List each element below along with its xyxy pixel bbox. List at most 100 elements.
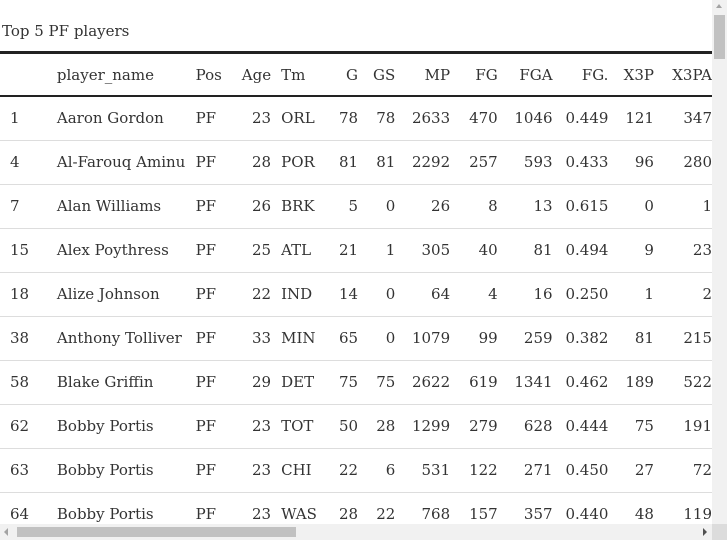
cell-pos: PF bbox=[195, 404, 237, 449]
horizontal-scroll-thumb[interactable] bbox=[17, 527, 296, 537]
cell-tm: WAS bbox=[271, 492, 317, 524]
cell-fg-pct: 0.450 bbox=[552, 448, 609, 493]
table-viewport[interactable]: Top 5 PF players player_name Pos Age Tm … bbox=[0, 0, 712, 524]
cell-g: 28 bbox=[313, 492, 359, 524]
scroll-right-arrow-icon[interactable] bbox=[703, 528, 707, 536]
col-header-index[interactable] bbox=[0, 54, 57, 97]
cell-x3p: 121 bbox=[608, 96, 654, 141]
cell-age: 23 bbox=[236, 96, 272, 141]
cell-index: 38 bbox=[0, 316, 57, 361]
cell-player-name: Aaron Gordon bbox=[56, 96, 196, 141]
cell-player-name: Alan Williams bbox=[56, 184, 196, 229]
cell-player-name: Alex Poythress bbox=[56, 228, 196, 273]
cell-fg: 122 bbox=[450, 448, 498, 493]
cell-fg: 99 bbox=[450, 316, 498, 361]
cell-mp: 64 bbox=[395, 272, 451, 317]
col-header-mp[interactable]: MP bbox=[395, 54, 451, 97]
cell-pos: PF bbox=[195, 316, 237, 361]
col-header-fg-pct[interactable]: FG. bbox=[552, 54, 609, 97]
cell-fg-pct: 0.615 bbox=[552, 184, 609, 229]
cell-age: 33 bbox=[236, 316, 272, 361]
cell-age: 22 bbox=[236, 272, 272, 317]
table-row: 7 Alan Williams PF 26 BRK 5 0 26 8 13 0.615 0 1 bbox=[0, 184, 712, 229]
cell-x3pa: 1 bbox=[653, 184, 712, 229]
header-row: player_name Pos Age Tm G GS MP FG FGA FG… bbox=[0, 54, 712, 97]
cell-gs: 75 bbox=[358, 360, 396, 405]
cell-tm: CHI bbox=[271, 448, 314, 493]
cell-tm: MIN bbox=[271, 316, 316, 361]
cell-tm: POR bbox=[271, 140, 315, 185]
col-header-fg[interactable]: FG bbox=[450, 54, 498, 97]
col-header-x3p[interactable]: X3P bbox=[608, 54, 654, 97]
vertical-scroll-thumb[interactable] bbox=[714, 15, 725, 59]
scroll-up-arrow-icon[interactable] bbox=[716, 4, 722, 8]
cell-fg-pct: 0.250 bbox=[552, 272, 609, 317]
cell-x3p: 48 bbox=[608, 492, 654, 524]
cell-gs: 81 bbox=[358, 140, 396, 185]
cell-x3p: 1 bbox=[608, 272, 654, 317]
cell-player-name: Bobby Portis bbox=[56, 448, 196, 493]
cell-x3p: 75 bbox=[608, 404, 654, 449]
cell-player-name: Blake Griffin bbox=[56, 360, 196, 405]
table-row: 1 Aaron Gordon PF 23 ORL 78 78 2633 470 1046 0.449… bbox=[0, 96, 712, 141]
cell-index: 58 bbox=[0, 360, 57, 405]
cell-x3p: 189 bbox=[608, 360, 654, 405]
col-header-player-name[interactable]: player_name bbox=[56, 54, 196, 97]
cell-fg-pct: 0.494 bbox=[552, 228, 609, 273]
players-table: player_name Pos Age Tm G GS MP FG FGA FG… bbox=[0, 54, 712, 524]
cell-fga: 271 bbox=[497, 448, 553, 493]
cell-g: 21 bbox=[313, 228, 359, 273]
col-header-tm[interactable]: Tm bbox=[271, 54, 314, 97]
col-header-x3pa[interactable]: X3PA bbox=[653, 54, 712, 97]
cell-index: 64 bbox=[0, 492, 57, 524]
horizontal-scrollbar[interactable] bbox=[0, 524, 712, 540]
cell-fga: 357 bbox=[497, 492, 553, 524]
cell-tm: ORL bbox=[271, 96, 315, 141]
col-header-g[interactable]: G bbox=[313, 54, 359, 97]
col-header-pos[interactable]: Pos bbox=[195, 54, 237, 97]
cell-index: 7 bbox=[0, 184, 57, 229]
table-row: 4 Al-Farouq Aminu PF 28 POR 81 81 2292 257 593 0.4… bbox=[0, 140, 712, 185]
cell-mp: 2622 bbox=[395, 360, 451, 405]
cell-player-name: Bobby Portis bbox=[56, 492, 196, 524]
table-row: 15 Alex Poythress PF 25 ATL 21 1 305 40 81 0.494 9 2… bbox=[0, 228, 712, 273]
cell-index: 18 bbox=[0, 272, 57, 317]
table-row: 38 Anthony Tolliver PF 33 MIN 65 0 1079 99 259 0.3… bbox=[0, 316, 712, 361]
cell-gs: 1 bbox=[358, 228, 396, 273]
cell-g: 50 bbox=[313, 404, 359, 449]
cell-g: 81 bbox=[313, 140, 359, 185]
header-top-rule bbox=[0, 51, 712, 54]
cell-x3p: 9 bbox=[608, 228, 654, 273]
table-caption: Top 5 PF players bbox=[2, 22, 130, 40]
table-row: 62 Bobby Portis PF 23 TOT 50 28 1299 279 628 0.444… bbox=[0, 404, 712, 449]
cell-gs: 0 bbox=[358, 184, 396, 229]
cell-mp: 531 bbox=[395, 448, 451, 493]
cell-pos: PF bbox=[195, 448, 237, 493]
col-header-age[interactable]: Age bbox=[236, 54, 272, 97]
scroll-left-arrow-icon[interactable] bbox=[4, 528, 8, 536]
cell-fg: 619 bbox=[450, 360, 498, 405]
cell-pos: PF bbox=[195, 360, 237, 405]
cell-x3pa: 215 bbox=[653, 316, 712, 361]
col-header-gs[interactable]: GS bbox=[358, 54, 396, 97]
table-row: 18 Alize Johnson PF 22 IND 14 0 64 4 16 0.250 1 2 bbox=[0, 272, 712, 317]
cell-mp: 2292 bbox=[395, 140, 451, 185]
cell-x3pa: 191 bbox=[653, 404, 712, 449]
cell-pos: PF bbox=[195, 272, 237, 317]
cell-age: 29 bbox=[236, 360, 272, 405]
vertical-scrollbar[interactable] bbox=[712, 0, 727, 524]
cell-g: 78 bbox=[313, 96, 359, 141]
cell-x3pa: 72 bbox=[653, 448, 712, 493]
table-row: 64 Bobby Portis PF 23 WAS 28 22 768 157 357 0.440 4… bbox=[0, 492, 712, 524]
col-header-fga[interactable]: FGA bbox=[497, 54, 553, 97]
cell-tm: BRK bbox=[271, 184, 315, 229]
cell-tm: ATL bbox=[271, 228, 314, 273]
cell-x3p: 0 bbox=[608, 184, 654, 229]
cell-fg: 279 bbox=[450, 404, 498, 449]
cell-x3pa: 23 bbox=[653, 228, 712, 273]
cell-gs: 78 bbox=[358, 96, 396, 141]
cell-gs: 6 bbox=[358, 448, 396, 493]
cell-mp: 2633 bbox=[395, 96, 451, 141]
cell-x3p: 96 bbox=[608, 140, 654, 185]
cell-fg: 8 bbox=[450, 184, 498, 229]
